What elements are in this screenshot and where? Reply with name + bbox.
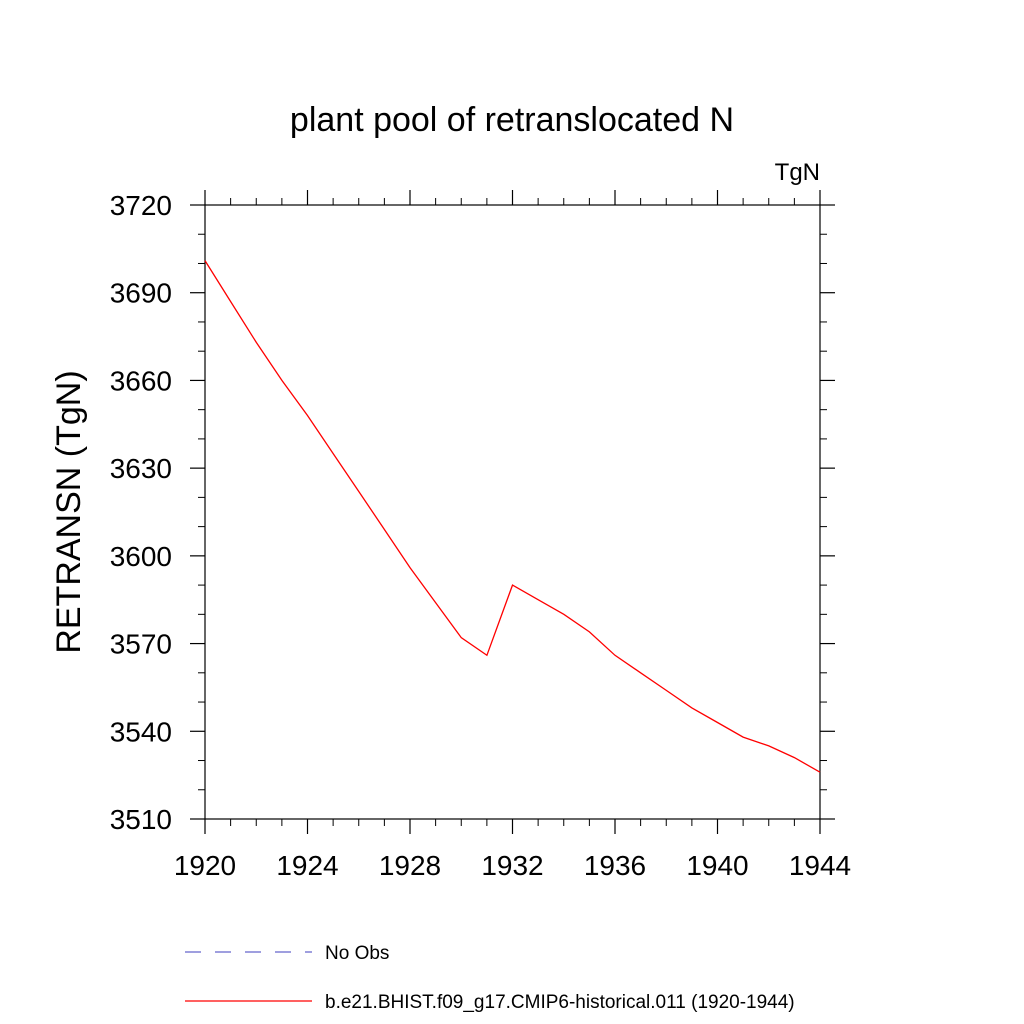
chart-title: plant pool of retranslocated N xyxy=(290,101,734,139)
x-tick-label: 1928 xyxy=(379,850,441,881)
y-tick-label: 3510 xyxy=(110,804,172,835)
x-tick-label: 1924 xyxy=(276,850,338,881)
plot-frame xyxy=(204,204,821,820)
x-tick-label: 1936 xyxy=(584,850,646,881)
legend-label: No Obs xyxy=(325,943,389,964)
y-axis-title: RETRANSN (TgN) xyxy=(50,370,88,653)
tick-labels: 1920 1924 1928 1932 1936 1940 1944 3510 3540 3570… xyxy=(110,190,851,881)
series-line-1 xyxy=(204,260,821,773)
y-tick-label: 3690 xyxy=(110,278,172,309)
legend-label: b.e21.BHIST.f09_g17.CMIP6-historical.011… xyxy=(325,992,795,1013)
series-lines xyxy=(204,260,821,773)
y-tick-label: 3570 xyxy=(110,629,172,660)
y-tick-label: 3660 xyxy=(110,365,172,396)
x-tick-label: 1940 xyxy=(686,850,748,881)
x-tick-label: 1932 xyxy=(481,850,543,881)
y-tick-label: 3720 xyxy=(110,190,172,221)
y-tick-label: 3630 xyxy=(110,453,172,484)
x-tick-label: 1944 xyxy=(789,850,851,881)
axis-ticks xyxy=(190,190,835,834)
units-label: TgN xyxy=(775,159,820,186)
x-tick-label: 1920 xyxy=(174,850,236,881)
y-tick-label: 3540 xyxy=(110,716,172,747)
legend: No Obs b.e21.BHIST.f09_g17.CMIP6-historic… xyxy=(185,943,795,1013)
y-tick-label: 3600 xyxy=(110,541,172,572)
